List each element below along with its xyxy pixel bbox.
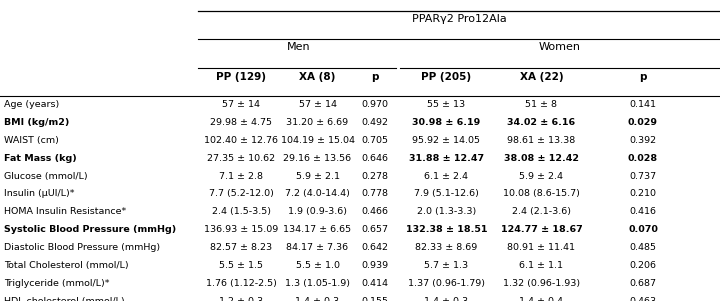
Text: 0.210: 0.210 bbox=[629, 190, 657, 198]
Text: 104.19 ± 15.04: 104.19 ± 15.04 bbox=[281, 136, 354, 145]
Text: 7.2 (4.0-14.4): 7.2 (4.0-14.4) bbox=[285, 190, 350, 198]
Text: 1.4 ± 0.3: 1.4 ± 0.3 bbox=[424, 297, 469, 301]
Text: XA (22): XA (22) bbox=[520, 72, 563, 82]
Text: 0.414: 0.414 bbox=[361, 279, 389, 288]
Text: 5.9 ± 2.4: 5.9 ± 2.4 bbox=[519, 172, 564, 181]
Text: 1.4 ± 0.4: 1.4 ± 0.4 bbox=[519, 297, 564, 301]
Text: Triglyceride (mmol/L)*: Triglyceride (mmol/L)* bbox=[4, 279, 109, 288]
Text: p: p bbox=[639, 72, 647, 82]
Text: 0.155: 0.155 bbox=[361, 297, 389, 301]
Text: 29.16 ± 13.56: 29.16 ± 13.56 bbox=[284, 154, 351, 163]
Text: 2.4 (1.5-3.5): 2.4 (1.5-3.5) bbox=[212, 207, 271, 216]
Text: 0.485: 0.485 bbox=[629, 243, 657, 252]
Text: 0.463: 0.463 bbox=[629, 297, 657, 301]
Text: 0.029: 0.029 bbox=[628, 118, 658, 127]
Text: 0.492: 0.492 bbox=[361, 118, 389, 127]
Text: 10.08 (8.6-15.7): 10.08 (8.6-15.7) bbox=[503, 190, 580, 198]
Text: 31.88 ± 12.47: 31.88 ± 12.47 bbox=[409, 154, 484, 163]
Text: Diastolic Blood Pressure (mmHg): Diastolic Blood Pressure (mmHg) bbox=[4, 243, 160, 252]
Text: Men: Men bbox=[287, 42, 310, 52]
Text: 1.9 (0.9-3.6): 1.9 (0.9-3.6) bbox=[288, 207, 347, 216]
Text: Systolic Blood Pressure (mmHg): Systolic Blood Pressure (mmHg) bbox=[4, 225, 176, 234]
Text: 1.37 (0.96-1.79): 1.37 (0.96-1.79) bbox=[408, 279, 485, 288]
Text: 102.40 ± 12.76: 102.40 ± 12.76 bbox=[204, 136, 278, 145]
Text: 5.5 ± 1.0: 5.5 ± 1.0 bbox=[295, 261, 340, 270]
Text: 98.61 ± 13.38: 98.61 ± 13.38 bbox=[508, 136, 575, 145]
Text: 95.92 ± 14.05: 95.92 ± 14.05 bbox=[413, 136, 480, 145]
Text: 5.7 ± 1.3: 5.7 ± 1.3 bbox=[424, 261, 469, 270]
Text: PP (129): PP (129) bbox=[216, 72, 266, 82]
Text: 82.33 ± 8.69: 82.33 ± 8.69 bbox=[415, 243, 477, 252]
Text: 0.392: 0.392 bbox=[629, 136, 657, 145]
Text: 1.3 (1.05-1.9): 1.3 (1.05-1.9) bbox=[285, 279, 350, 288]
Text: 0.737: 0.737 bbox=[629, 172, 657, 181]
Text: Age (years): Age (years) bbox=[4, 100, 59, 109]
Text: 6.1 ± 1.1: 6.1 ± 1.1 bbox=[519, 261, 564, 270]
Text: 80.91 ± 11.41: 80.91 ± 11.41 bbox=[508, 243, 575, 252]
Text: 0.970: 0.970 bbox=[361, 100, 389, 109]
Text: 0.206: 0.206 bbox=[629, 261, 657, 270]
Text: PPARγ2 Pro12Ala: PPARγ2 Pro12Ala bbox=[412, 14, 506, 23]
Text: 7.9 (5.1-12.6): 7.9 (5.1-12.6) bbox=[414, 190, 479, 198]
Text: 1.76 (1.12-2.5): 1.76 (1.12-2.5) bbox=[206, 279, 276, 288]
Text: Total Cholesterol (mmol/L): Total Cholesterol (mmol/L) bbox=[4, 261, 128, 270]
Text: 57 ± 14: 57 ± 14 bbox=[222, 100, 260, 109]
Text: 6.1 ± 2.4: 6.1 ± 2.4 bbox=[424, 172, 469, 181]
Text: 55 ± 13: 55 ± 13 bbox=[428, 100, 465, 109]
Text: 0.705: 0.705 bbox=[361, 136, 389, 145]
Text: HOMA Insulin Resistance*: HOMA Insulin Resistance* bbox=[4, 207, 126, 216]
Text: 134.17 ± 6.65: 134.17 ± 6.65 bbox=[284, 225, 351, 234]
Text: 82.57 ± 8.23: 82.57 ± 8.23 bbox=[210, 243, 272, 252]
Text: 31.20 ± 6.69: 31.20 ± 6.69 bbox=[287, 118, 348, 127]
Text: 124.77 ± 18.67: 124.77 ± 18.67 bbox=[500, 225, 582, 234]
Text: 84.17 ± 7.36: 84.17 ± 7.36 bbox=[287, 243, 348, 252]
Text: Insulin (μUI/L)*: Insulin (μUI/L)* bbox=[4, 190, 74, 198]
Text: 29.98 ± 4.75: 29.98 ± 4.75 bbox=[210, 118, 272, 127]
Text: 0.070: 0.070 bbox=[628, 225, 658, 234]
Text: 27.35 ± 10.62: 27.35 ± 10.62 bbox=[207, 154, 275, 163]
Text: 5.9 ± 2.1: 5.9 ± 2.1 bbox=[295, 172, 340, 181]
Text: 0.278: 0.278 bbox=[361, 172, 389, 181]
Text: 1.2 ± 0.3: 1.2 ± 0.3 bbox=[219, 297, 264, 301]
Text: WAIST (cm): WAIST (cm) bbox=[4, 136, 58, 145]
Text: 7.7 (5.2-12.0): 7.7 (5.2-12.0) bbox=[209, 190, 274, 198]
Text: XA (8): XA (8) bbox=[300, 72, 336, 82]
Text: Glucose (mmol/L): Glucose (mmol/L) bbox=[4, 172, 87, 181]
Text: 2.0 (1.3-3.3): 2.0 (1.3-3.3) bbox=[417, 207, 476, 216]
Text: HDL cholesterol (mmol/L): HDL cholesterol (mmol/L) bbox=[4, 297, 125, 301]
Text: 0.028: 0.028 bbox=[628, 154, 658, 163]
Text: Fat Mass (kg): Fat Mass (kg) bbox=[4, 154, 76, 163]
Text: 136.93 ± 15.09: 136.93 ± 15.09 bbox=[204, 225, 279, 234]
Text: 51 ± 8: 51 ± 8 bbox=[526, 100, 557, 109]
Text: 1.32 (0.96-1.93): 1.32 (0.96-1.93) bbox=[503, 279, 580, 288]
Text: 0.416: 0.416 bbox=[629, 207, 657, 216]
Text: 0.642: 0.642 bbox=[361, 243, 389, 252]
Text: 0.141: 0.141 bbox=[629, 100, 657, 109]
Text: 132.38 ± 18.51: 132.38 ± 18.51 bbox=[405, 225, 487, 234]
Text: 0.939: 0.939 bbox=[361, 261, 389, 270]
Text: 0.778: 0.778 bbox=[361, 190, 389, 198]
Text: PP (205): PP (205) bbox=[421, 72, 472, 82]
Text: 57 ± 14: 57 ± 14 bbox=[299, 100, 336, 109]
Text: 7.1 ± 2.8: 7.1 ± 2.8 bbox=[219, 172, 264, 181]
Text: 0.657: 0.657 bbox=[361, 225, 389, 234]
Text: Women: Women bbox=[539, 42, 581, 52]
Text: 30.98 ± 6.19: 30.98 ± 6.19 bbox=[413, 118, 480, 127]
Text: p: p bbox=[372, 72, 379, 82]
Text: BMI (kg/m2): BMI (kg/m2) bbox=[4, 118, 69, 127]
Text: 0.646: 0.646 bbox=[361, 154, 389, 163]
Text: 38.08 ± 12.42: 38.08 ± 12.42 bbox=[504, 154, 579, 163]
Text: 1.4 ± 0.3: 1.4 ± 0.3 bbox=[295, 297, 340, 301]
Text: 0.687: 0.687 bbox=[629, 279, 657, 288]
Text: 2.4 (2.1-3.6): 2.4 (2.1-3.6) bbox=[512, 207, 571, 216]
Text: 34.02 ± 6.16: 34.02 ± 6.16 bbox=[508, 118, 575, 127]
Text: 0.466: 0.466 bbox=[361, 207, 389, 216]
Text: 5.5 ± 1.5: 5.5 ± 1.5 bbox=[219, 261, 264, 270]
